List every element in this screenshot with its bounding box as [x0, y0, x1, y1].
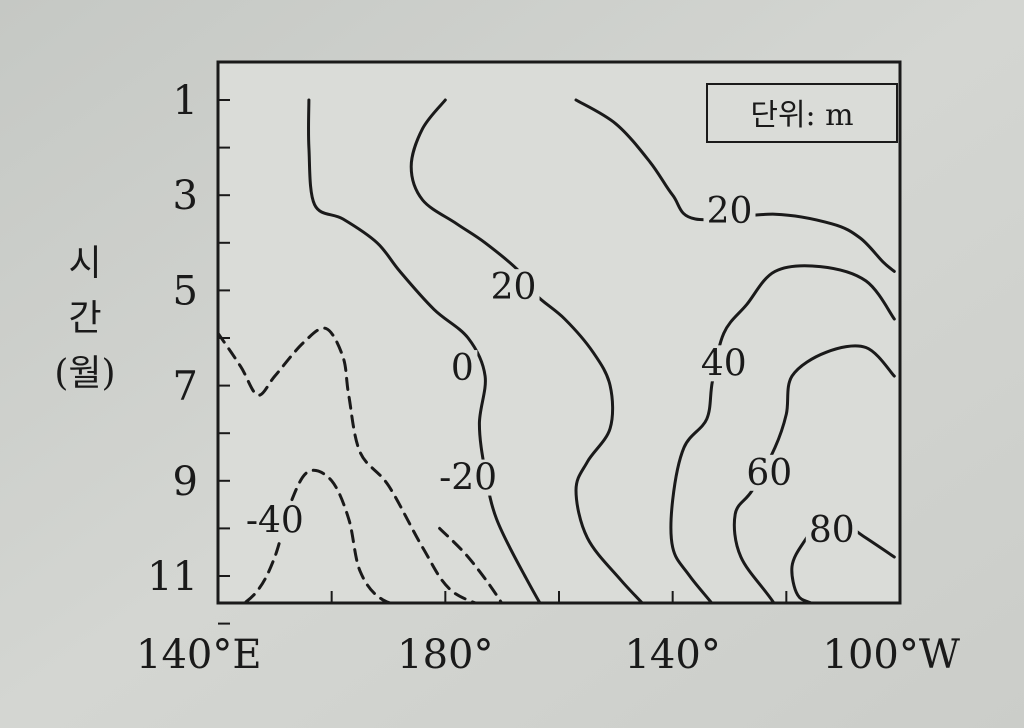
- contour-line-minus-40-0: [218, 326, 480, 603]
- contour-label-bg: [743, 454, 796, 491]
- x-tick-labels: 140°E 180° 140° 100°W: [136, 632, 960, 678]
- contour-label-bg: [697, 345, 750, 382]
- x-tick-label-3: 100°W: [823, 632, 960, 678]
- x-tick-label-1: 180°: [397, 632, 493, 678]
- contour-label-bg: [431, 459, 506, 496]
- contour-label-0: -40: [246, 500, 304, 541]
- contour-line-20-4: [409, 98, 645, 603]
- unit-label: 단위: m: [750, 98, 853, 133]
- contour-label-bg: [703, 193, 756, 229]
- contour-line-40-6: [669, 264, 896, 603]
- plot-area: [216, 60, 902, 605]
- contour-label-bg: [237, 502, 312, 539]
- unit-box: 단위: m: [706, 83, 898, 143]
- contour-label-bg: [805, 511, 858, 548]
- y-tick-label-3: 3: [173, 173, 198, 219]
- contour-line-60-7: [732, 344, 896, 603]
- contour-label-4: 20: [707, 191, 753, 232]
- contour-labels: -40 -20 0 20 20 40 60 80: [237, 191, 858, 551]
- y-axis-title-line-2: 간: [68, 298, 101, 339]
- contour-label-5: 40: [701, 343, 747, 384]
- y-axis-title: 시 간 (월): [54, 243, 115, 394]
- contour-label-bg: [447, 350, 478, 387]
- contour-label-7: 80: [809, 510, 855, 551]
- contour-line-0-3: [307, 98, 542, 603]
- y-tick-label-11: 11: [147, 554, 198, 600]
- x-tick-label-0: 140°E: [136, 632, 262, 678]
- y-axis-title-line-1: 시: [68, 243, 101, 284]
- y-tick-label-9: 9: [173, 459, 198, 505]
- contour-label-6: 60: [746, 453, 792, 494]
- contour-label-2: 0: [451, 348, 474, 389]
- contour-line-minus-40-1: [241, 468, 396, 603]
- contour-line-minus-20-2: [438, 526, 504, 603]
- y-tick-label-1: 1: [173, 78, 198, 124]
- y-tick-labels: 1 3 5 7 9 11: [147, 78, 198, 600]
- contour-label-1: -20: [439, 458, 497, 499]
- contour-label-3: 20: [491, 267, 537, 308]
- x-axis-ticks: [217, 591, 901, 603]
- y-axis-title-line-3: (월): [54, 353, 115, 394]
- y-axis-ticks: [218, 99, 230, 625]
- y-tick-label-7: 7: [173, 364, 198, 410]
- unit-box-frame: [706, 83, 898, 143]
- x-tick-label-2: 140°: [624, 632, 720, 678]
- contour-label-bg: [487, 269, 540, 306]
- y-tick-label-5: 5: [173, 268, 198, 314]
